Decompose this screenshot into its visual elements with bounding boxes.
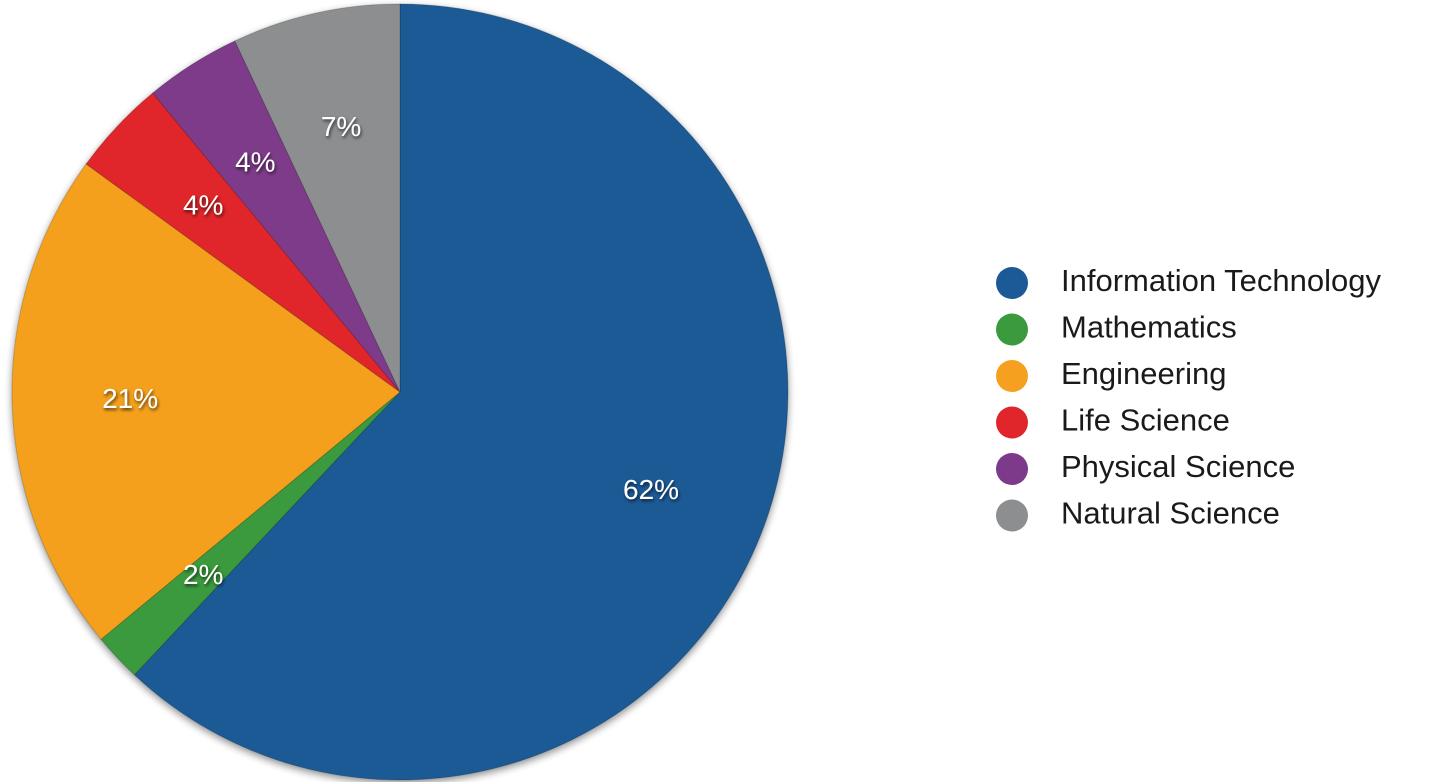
legend-swatch-physical-science (996, 453, 1028, 485)
slice-labels: 62% 2% 21% 4% 4% 7% (102, 111, 679, 590)
legend-label-engineering: Engineering (1061, 356, 1226, 391)
legend-swatch-information-technology (996, 267, 1028, 299)
slice-label-mathematics: 2% (183, 559, 223, 590)
slice-label-natural-science: 7% (321, 111, 361, 142)
legend-swatch-natural-science (996, 499, 1028, 532)
pie-slice-natural-science (234, 3, 401, 393)
legend-swatch-mathematics (996, 313, 1028, 346)
legend-label-natural-science: Natural Science (1061, 496, 1280, 531)
pie-slices (11, 3, 789, 781)
pie-slice-information-technology (133, 3, 789, 781)
legend-label-physical-science: Physical Science (1061, 449, 1295, 484)
slice-label-physical-science: 4% (235, 146, 275, 177)
slice-label-information-technology: 62% (623, 474, 679, 505)
slice-label-engineering: 21% (102, 383, 158, 414)
legend-label-life-science: Life Science (1061, 403, 1230, 438)
legend-label-mathematics: Mathematics (1061, 310, 1237, 345)
slice-label-life-science: 4% (183, 190, 223, 221)
pie-slice-engineering (11, 163, 401, 641)
legend-label-information-technology: Information Technology (1061, 263, 1381, 298)
legend-swatch-life-science (996, 406, 1028, 439)
legend-swatch-engineering (996, 360, 1028, 392)
legend: Information Technology Mathematics Enginee… (996, 263, 1381, 532)
